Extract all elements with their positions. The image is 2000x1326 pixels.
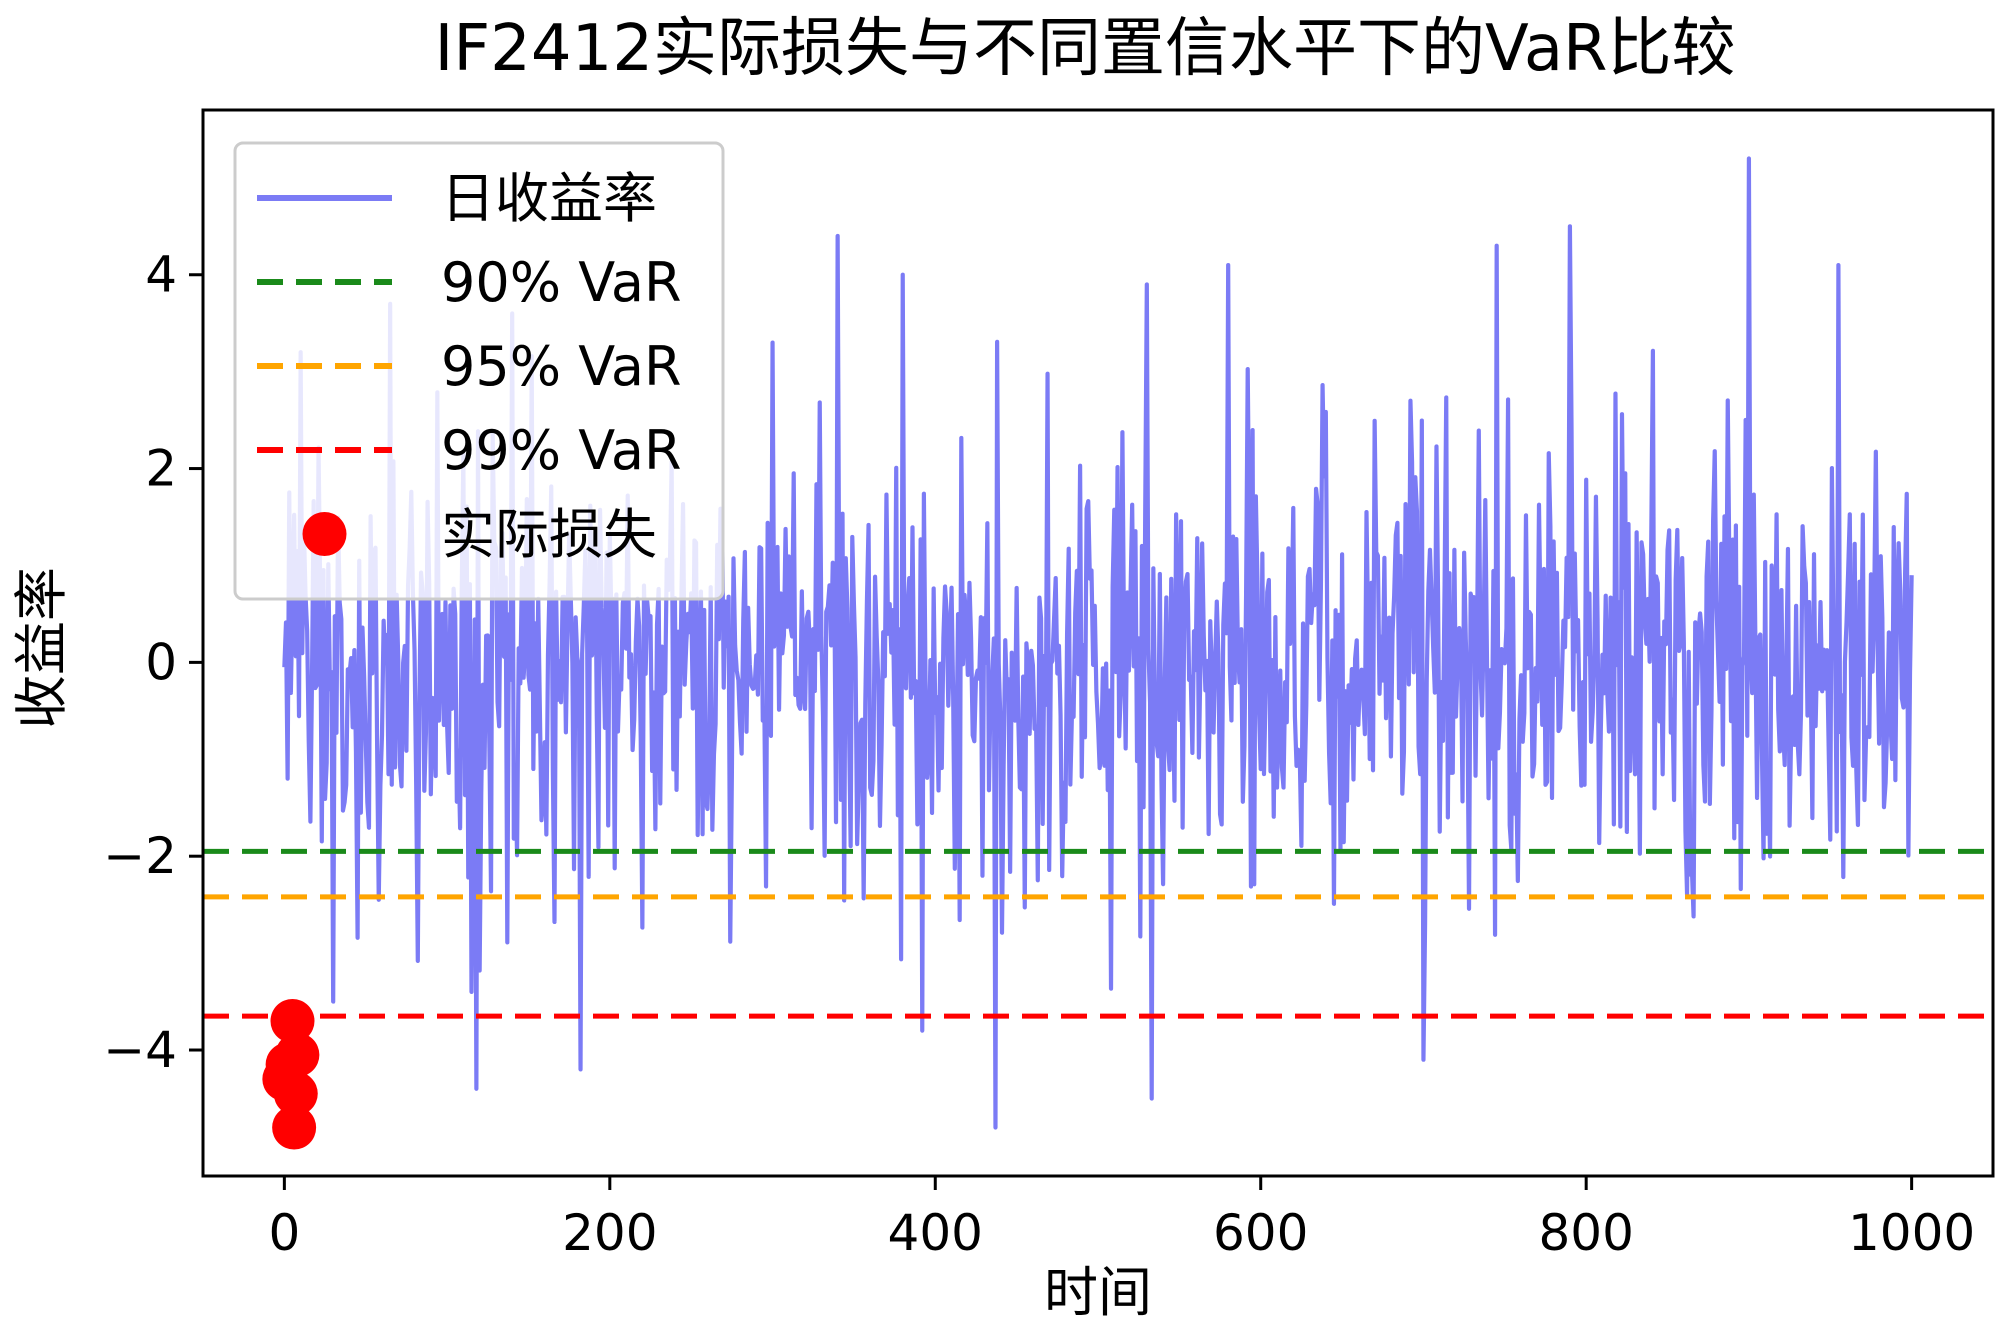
- x-axis: 0 200 400 600 800 1000: [268, 1176, 1975, 1262]
- legend-label: 实际损失: [441, 503, 657, 566]
- series-layer: [203, 156, 1993, 1150]
- x-tick-label: 800: [1538, 1204, 1633, 1262]
- y-axis-label: 收益率: [10, 567, 73, 729]
- legend-label: 95% VaR: [441, 335, 682, 398]
- legend-label: 日收益率: [441, 167, 657, 230]
- x-tick-label: 400: [888, 1204, 983, 1262]
- y-tick-label: 2: [145, 440, 177, 498]
- series-line-daily-return: [282, 156, 1914, 1130]
- actual-loss-point: [270, 998, 315, 1043]
- y-tick-label: −2: [103, 827, 177, 885]
- x-tick-label: 600: [1213, 1204, 1308, 1262]
- x-tick-label: 0: [268, 1204, 300, 1262]
- y-tick-label: 4: [145, 246, 177, 304]
- legend: 日收益率 90% VaR 95% VaR 99% VaR 实际损失: [233, 141, 725, 601]
- y-tick-label: −4: [103, 1021, 177, 1079]
- actual-loss-point: [273, 1071, 318, 1116]
- y-tick-label: 0: [145, 633, 177, 691]
- legend-label: 99% VaR: [441, 419, 682, 482]
- legend-label: 90% VaR: [441, 251, 682, 314]
- y-axis: −4 −2 0 2 4: [103, 246, 203, 1079]
- legend-handle-marker: [302, 512, 347, 556]
- chart-title: IF2412实际损失与不同置信水平下的VaR比较: [434, 12, 1735, 86]
- legend-frame: [233, 141, 725, 601]
- plot-frame: [201, 108, 1995, 1178]
- actual-loss-point: [272, 1105, 317, 1150]
- x-tick-label: 200: [562, 1204, 657, 1262]
- x-axis-label: 时间: [1044, 1261, 1152, 1321]
- x-tick-label: 1000: [1848, 1204, 1975, 1262]
